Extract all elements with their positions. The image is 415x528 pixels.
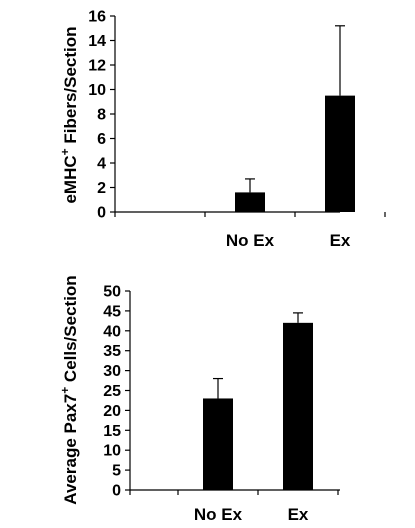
x-tick-label: Ex [288,505,309,524]
y-tick-label: 16 [88,9,106,26]
y-tick-label: 6 [97,131,106,148]
y-tick-label: 30 [103,363,121,380]
y-tick-label: 35 [103,343,121,360]
x-tick-label: Ex [330,231,351,250]
y-tick-label: 0 [97,205,106,222]
y-tick-label: 20 [103,403,121,420]
chart-emhc-fibers: eMHC+ Fibers/Section 0 2 4 6 8 10 12 14 16 No Ex… [58,9,386,250]
y-tick-label: 14 [88,33,106,50]
bars [235,25,355,212]
bar [325,95,355,212]
y-tick-label: 50 [103,284,121,301]
y-tick-label: 12 [88,58,106,75]
y-axis-title: Average Pax7+ Cells/Section [58,275,80,504]
y-tick-label: 10 [88,82,106,99]
y-tick-label: 45 [103,303,121,320]
y-tick-label: 2 [97,180,106,197]
y-axis-title: eMHC+ Fibers/Section [58,26,80,203]
y-axis: 0 5 10 15 20 25 30 35 40 45 50 [103,284,340,500]
y-tick-label: 15 [103,423,121,440]
y-tick-label: 4 [97,156,106,173]
bar [283,322,313,490]
x-tick-labels: No Ex Ex [226,231,351,250]
y-tick-label: 0 [112,483,121,500]
bar [235,192,265,212]
y-tick-label: 8 [97,107,106,124]
y-axis: 0 2 4 6 8 10 12 14 16 [88,9,386,222]
y-tick-label: 40 [103,323,121,340]
chart-pax7-cells: Average Pax7+ Cells/Section 0 5 10 15 20 25 30… [58,275,340,524]
bar [203,398,233,490]
y-tick-label: 5 [112,463,121,480]
y-tick-label: 25 [103,383,121,400]
x-tick-labels: No Ex Ex [194,505,309,524]
x-tick-label: No Ex [194,505,243,524]
x-tick-label: No Ex [226,231,275,250]
y-tick-label: 10 [103,443,121,460]
bars [203,312,313,490]
